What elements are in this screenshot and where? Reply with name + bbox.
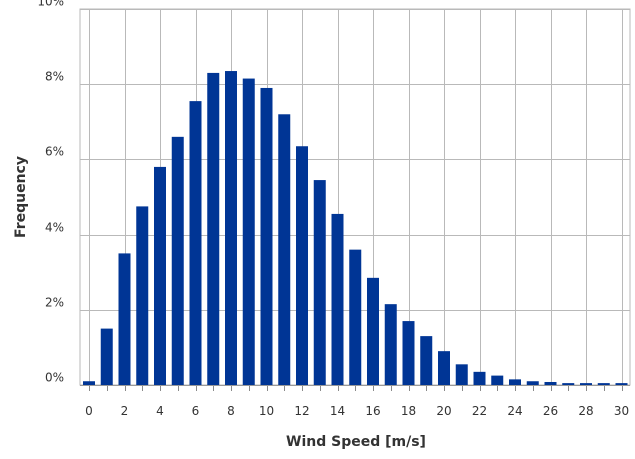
x-tick-label: 2 (121, 404, 129, 418)
bar (313, 180, 326, 385)
y-tick-label: 2% (45, 296, 64, 310)
bars (83, 71, 628, 386)
bar (562, 383, 575, 385)
bar (331, 213, 344, 385)
bar (491, 375, 504, 385)
x-tick-label: 10 (259, 404, 274, 418)
bar (438, 351, 450, 385)
y-tick-label: 0% (45, 371, 64, 385)
bar (509, 379, 521, 385)
y-tick-label: 8% (45, 70, 64, 84)
x-tick-label: 14 (330, 404, 345, 418)
bar (242, 78, 255, 385)
y-tick-label: 4% (45, 221, 64, 235)
bar (580, 383, 592, 385)
x-tick-label: 4 (156, 404, 164, 418)
y-tick-label: 10% (37, 0, 64, 9)
x-tick-label: 24 (507, 404, 522, 418)
bar (402, 321, 415, 385)
x-tick-label: 8 (227, 404, 235, 418)
bar (544, 381, 557, 385)
y-tick-label: 6% (45, 145, 64, 159)
bar (278, 114, 291, 385)
x-tick-label: 30 (614, 404, 629, 418)
x-tick-label: 12 (294, 404, 309, 418)
bar (455, 364, 468, 385)
x-tick-label: 28 (578, 404, 593, 418)
bar (367, 277, 379, 385)
x-tick-label: 16 (365, 404, 380, 418)
bar (296, 146, 308, 385)
bar (83, 381, 95, 385)
bar (349, 249, 362, 385)
bar (207, 72, 220, 386)
bar (260, 87, 273, 386)
bar (189, 101, 202, 386)
x-axis-ticks: 0 2 4 6 8 10 12 14 16 18 20 22 24 26 28 30 (85, 404, 629, 418)
bar (225, 71, 237, 385)
bar (100, 328, 113, 385)
axes (80, 385, 630, 391)
bar (384, 304, 397, 385)
bar (526, 381, 539, 385)
y-axis-title: Frequency (13, 156, 29, 238)
x-tick-label: 6 (192, 404, 200, 418)
bar (171, 136, 184, 385)
bar (420, 336, 433, 385)
bar (615, 383, 628, 385)
x-tick-label: 26 (543, 404, 558, 418)
bar (597, 383, 610, 385)
bar (473, 371, 486, 385)
bar (136, 206, 149, 385)
x-tick-label: 22 (472, 404, 487, 418)
y-axis-ticks: 0% 2% 4% 6% 8% 10% (37, 0, 64, 385)
x-tick-label: 18 (401, 404, 416, 418)
bar (154, 166, 166, 385)
bar (118, 253, 131, 385)
x-tick-label: 20 (436, 404, 451, 418)
x-tick-label: 0 (85, 404, 93, 418)
x-axis-title: Wind Speed [m/s] (286, 434, 426, 450)
